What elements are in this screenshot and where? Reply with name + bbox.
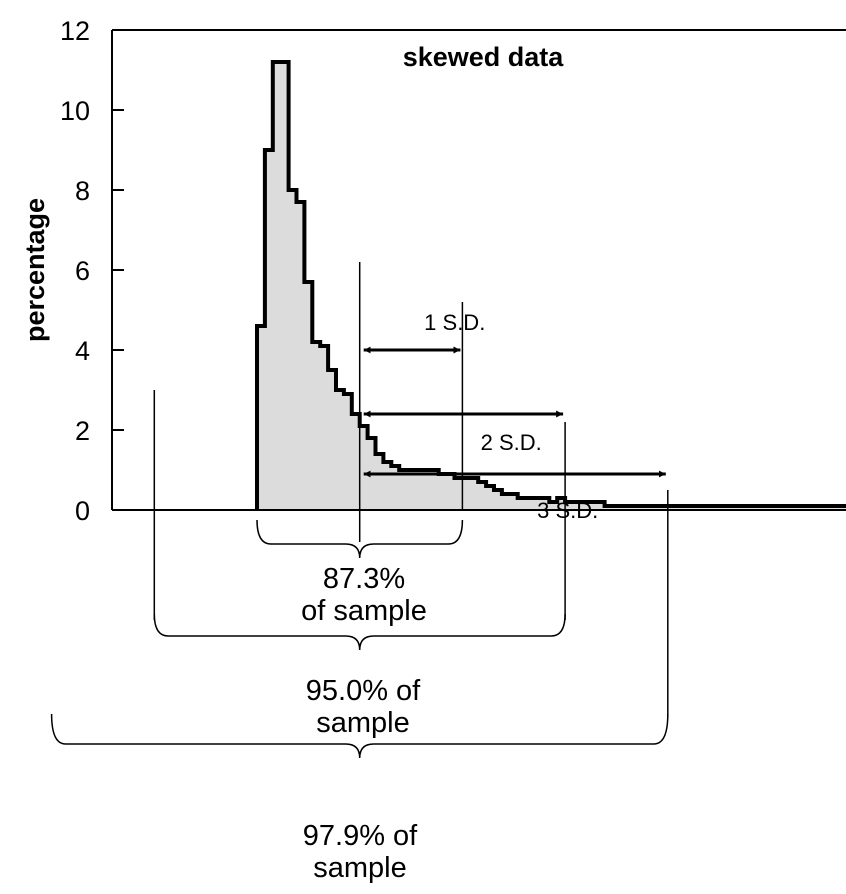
histogram-bar xyxy=(525,498,534,510)
histogram-bar xyxy=(320,346,329,510)
y-tick-label: 12 xyxy=(60,16,90,46)
axes-layer: 0 2 4 6 8 10 12 xyxy=(60,16,846,526)
histogram-bar xyxy=(336,390,345,510)
histogram-bar xyxy=(288,190,297,510)
histogram-bar xyxy=(304,282,313,510)
coverage-label: sample xyxy=(313,852,407,884)
histogram-bar xyxy=(375,454,384,510)
histogram-bar xyxy=(407,470,416,510)
histogram-bar xyxy=(470,478,479,510)
y-tick-label: 2 xyxy=(75,416,90,446)
histogram-bar xyxy=(462,478,471,510)
coverage-label: 95.0% of xyxy=(306,675,421,707)
y-tick-label: 6 xyxy=(75,256,90,286)
histogram-bar xyxy=(312,342,321,510)
chart-title: skewed data xyxy=(403,42,565,72)
histogram-bar xyxy=(272,62,281,510)
histogram-bar xyxy=(478,482,487,510)
histogram-bar xyxy=(422,470,432,510)
y-tick-label: 0 xyxy=(75,496,90,526)
histogram-bar xyxy=(580,502,590,510)
y-tick-label: 10 xyxy=(60,96,90,126)
histogram-bar xyxy=(391,466,400,510)
histogram-bar xyxy=(343,394,353,510)
histogram-bar xyxy=(588,502,597,510)
y-tick-label: 8 xyxy=(75,176,90,206)
sd-label: 1 S.D. xyxy=(424,310,485,335)
histogram-bar xyxy=(509,494,518,510)
histogram-bar xyxy=(454,478,463,510)
histogram-bar xyxy=(280,62,289,510)
histogram-bar xyxy=(541,498,550,510)
sd-annotations-layer: 1 S.D. 2 S.D. 3 S.D. xyxy=(358,262,669,542)
sd-label: 2 S.D. xyxy=(481,430,542,455)
coverage-label: 87.3% xyxy=(323,563,405,595)
coverage-label: 97.9% of xyxy=(303,820,418,852)
histogram-bar xyxy=(399,470,408,510)
histogram-bar xyxy=(446,474,455,510)
histogram-bar xyxy=(486,486,495,510)
histogram-outline-layer xyxy=(255,60,846,510)
histogram-bar xyxy=(573,502,582,510)
y-tick-label: 4 xyxy=(75,336,90,366)
histogram-bar xyxy=(264,150,274,510)
histogram-bar xyxy=(438,474,447,510)
histogram-bar xyxy=(430,470,439,510)
histogram-outline xyxy=(255,60,846,510)
histogram-bar xyxy=(257,326,266,510)
histogram-bar xyxy=(296,202,305,510)
brace-3sd xyxy=(50,713,669,759)
histogram-bar xyxy=(359,426,368,510)
histogram-bar xyxy=(501,494,511,510)
histogram-bar xyxy=(596,502,605,510)
histogram-bar xyxy=(549,502,558,510)
coverage-label: sample xyxy=(316,707,410,739)
histogram-bar xyxy=(415,470,424,510)
histogram-bar xyxy=(383,462,392,510)
histogram-bar xyxy=(351,414,360,510)
brace-2sd xyxy=(153,613,566,651)
histogram-bar xyxy=(557,498,566,510)
sd-label: 3 S.D. xyxy=(537,498,598,523)
histogram-fill-layer xyxy=(257,62,846,510)
histogram-bar xyxy=(494,490,503,510)
brace-1sd xyxy=(256,519,464,559)
coverage-label: of sample xyxy=(301,595,427,627)
histogram-bar xyxy=(517,498,526,510)
histogram-bar xyxy=(565,502,574,510)
y-axis-label: percentage xyxy=(20,198,50,342)
histogram-bar xyxy=(533,498,542,510)
histogram-bar xyxy=(328,370,337,510)
